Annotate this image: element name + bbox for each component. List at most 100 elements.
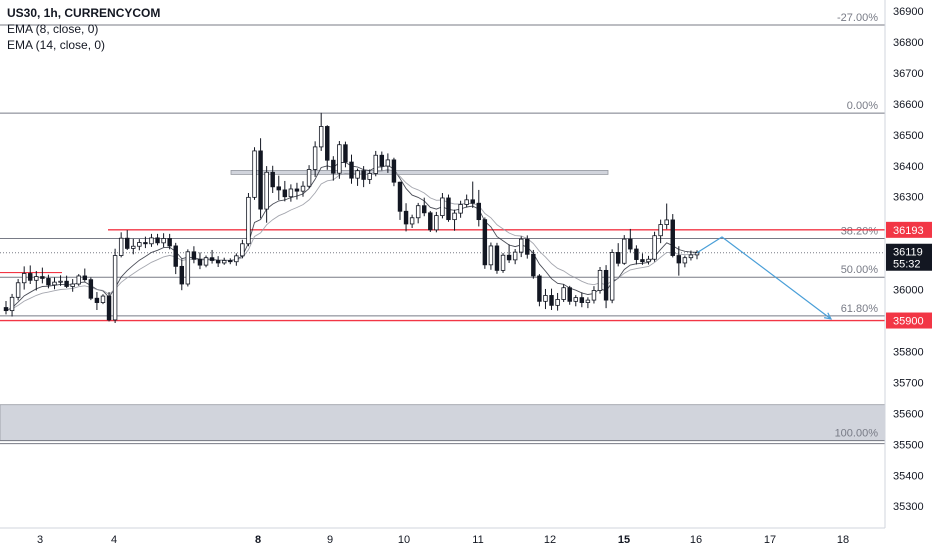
candle-body (415, 205, 421, 219)
candle-body (646, 258, 651, 263)
candle-body (9, 296, 15, 312)
candle (573, 295, 578, 307)
candle-body (622, 238, 627, 264)
candle (403, 203, 409, 232)
level-price-tag-label: 36193 (893, 225, 924, 237)
candle (221, 257, 227, 265)
candle (15, 279, 21, 301)
ema-14-label[interactable]: EMA (14, close, 0) (7, 38, 106, 52)
candle-body (682, 257, 688, 264)
candle (397, 181, 403, 220)
candle (264, 166, 269, 223)
candle-body (391, 159, 397, 183)
level-price-tag[interactable] (886, 221, 932, 238)
candle (325, 125, 330, 170)
candle (100, 294, 106, 305)
candle-body (94, 297, 100, 303)
candle-body (440, 197, 445, 217)
symbol-label[interactable]: US30, 1h, CURRENCYCOM (7, 6, 161, 20)
chart-legend: US30, 1h, CURRENCYCOM EMA (8, close, 0) … (7, 5, 160, 53)
candle (155, 233, 160, 246)
candle (482, 217, 488, 269)
candle-body (3, 307, 9, 312)
candle-body (58, 280, 63, 283)
candle (591, 286, 597, 304)
candle (337, 141, 342, 179)
candle (385, 153, 391, 173)
candle (519, 236, 524, 258)
candle (658, 219, 663, 244)
candle (331, 156, 336, 181)
candle (458, 200, 463, 218)
fib-level-label: 38.20% (841, 226, 879, 238)
candle (282, 180, 288, 202)
candle-body (597, 269, 603, 291)
time-tick-label: 16 (690, 534, 702, 546)
candle (525, 235, 530, 259)
candle-body (446, 197, 451, 221)
candle-body (519, 238, 524, 253)
candle (531, 249, 536, 279)
candle-body (52, 281, 57, 286)
candle (512, 249, 518, 265)
candle-body (409, 217, 415, 225)
candle (9, 293, 15, 317)
candle-body (615, 252, 621, 264)
time-tick-label: 17 (764, 534, 776, 546)
candle (391, 157, 397, 187)
candle-body (197, 258, 203, 266)
ema-8-line (5, 161, 698, 312)
candle (228, 258, 233, 265)
candle (70, 279, 75, 292)
candle-body (294, 188, 300, 192)
candle-body (312, 146, 318, 170)
candle (494, 242, 500, 274)
candle-body (40, 276, 45, 279)
level-price-tag[interactable] (886, 312, 932, 329)
candle (131, 238, 136, 255)
candle-body (458, 204, 463, 214)
candle-body (82, 275, 88, 281)
candle-body (664, 219, 669, 225)
candle-body (137, 242, 142, 247)
candle-body (482, 219, 488, 266)
candle (622, 235, 627, 265)
candle-body (143, 242, 148, 245)
candle-body (385, 159, 391, 167)
candle (234, 253, 239, 266)
candle-body (694, 252, 700, 256)
candle-body (422, 205, 427, 214)
candle-body (331, 159, 336, 174)
candle-body (191, 251, 197, 260)
bar-countdown: 55:32 (893, 259, 921, 271)
price-tick-label: 35400 (893, 470, 924, 482)
horizontal-levels[interactable] (0, 229, 885, 322)
candle-body (373, 154, 378, 174)
candle (312, 141, 318, 177)
candle (215, 256, 221, 267)
candle (361, 166, 366, 188)
ema-8-label[interactable]: EMA (8, close, 0) (7, 22, 99, 36)
time-axis[interactable]: 3 4 8 9 10 11 12 15 16 17 18 (0, 527, 885, 546)
candle (476, 189, 482, 227)
current-price-tag[interactable] (886, 243, 932, 271)
candle (118, 232, 124, 258)
candle (143, 236, 148, 249)
price-axis[interactable]: 35300 35400 35500 35600 35700 35800 35900 36000… (884, 0, 932, 528)
time-tick-label: 8 (255, 534, 261, 546)
fibonacci-retracement[interactable]: -27.00% 0.00% 38.20% 50.00% 61.80% 100.00% (0, 12, 885, 445)
candle (276, 175, 281, 201)
candle-body (452, 212, 457, 221)
candle-body (173, 245, 178, 267)
candle (58, 275, 63, 286)
candle-body (161, 238, 166, 244)
projection-path[interactable] (696, 236, 833, 320)
candle (628, 228, 633, 253)
candle (106, 292, 112, 322)
price-tick-label: 35300 (893, 501, 924, 513)
time-tick-label: 10 (398, 534, 410, 546)
candle-body (325, 126, 330, 161)
candle-body (15, 282, 21, 298)
